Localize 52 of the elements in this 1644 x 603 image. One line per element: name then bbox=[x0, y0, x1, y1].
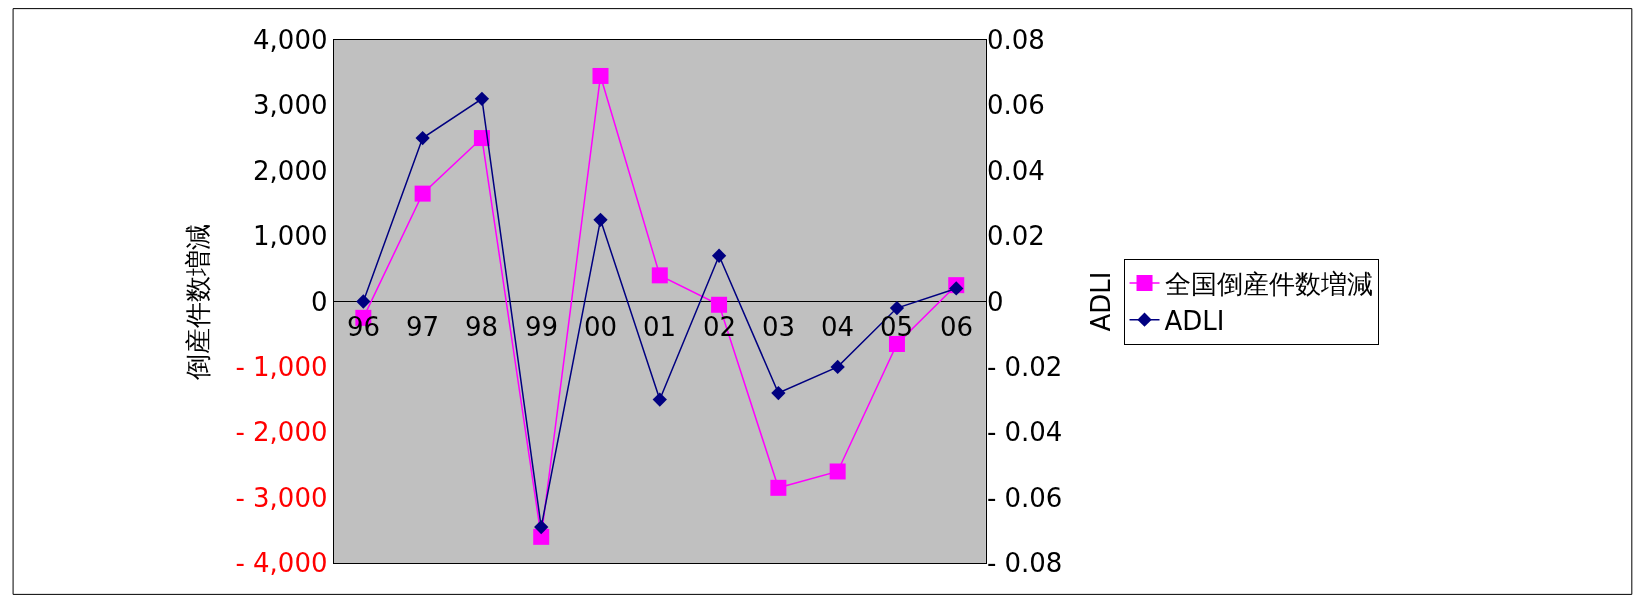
legend-label: ADLI bbox=[1164, 305, 1225, 336]
y-tick-label: - 4,000 bbox=[235, 548, 328, 579]
y2-tick-label: 0 bbox=[986, 286, 1004, 317]
y-tick-label: - 3,000 bbox=[235, 482, 328, 513]
point bbox=[888, 335, 905, 352]
point bbox=[830, 359, 845, 375]
y2-tick-label: - 0.08 bbox=[986, 548, 1063, 579]
x-tick-label: 05 bbox=[880, 312, 914, 342]
point bbox=[829, 463, 846, 480]
point bbox=[593, 212, 608, 227]
point bbox=[473, 130, 490, 147]
y-tick-label: - 1,000 bbox=[235, 351, 328, 382]
y-axis-title: 倒産件数増減 bbox=[182, 223, 213, 380]
point bbox=[711, 248, 727, 263]
y-tick-label: 0 bbox=[310, 286, 328, 317]
point bbox=[889, 300, 905, 316]
x-tick-label: 98 bbox=[465, 312, 499, 342]
y2-tick-label: - 0.06 bbox=[986, 482, 1063, 513]
x-tick-label: 97 bbox=[406, 312, 440, 342]
point bbox=[949, 281, 964, 296]
x-tick-label: 96 bbox=[347, 312, 381, 342]
y-tick-label: 1,000 bbox=[253, 221, 328, 252]
point bbox=[533, 528, 550, 545]
y2-tick-label: 0.08 bbox=[986, 25, 1045, 56]
x-tick-label: 04 bbox=[821, 312, 855, 342]
point bbox=[534, 519, 549, 535]
point bbox=[356, 294, 371, 309]
y2-tick-label: - 0.04 bbox=[986, 417, 1063, 448]
legend-label: 全国倒産件数増減 bbox=[1164, 269, 1373, 300]
point bbox=[592, 67, 609, 84]
y-tick-label: 2,000 bbox=[253, 155, 328, 186]
point bbox=[771, 385, 786, 401]
y-tick-label: 4,000 bbox=[253, 25, 328, 56]
y2-tick-label: 0.02 bbox=[986, 221, 1045, 252]
y2-tick-label: - 0.02 bbox=[986, 351, 1063, 382]
point bbox=[652, 392, 667, 407]
x-tick-label: 03 bbox=[762, 312, 796, 342]
x-tick-label: 99 bbox=[525, 312, 559, 342]
y2-tick-label: 0.06 bbox=[986, 90, 1045, 121]
point bbox=[415, 130, 430, 146]
y-tick-label: 3,000 bbox=[253, 90, 328, 121]
x-tick-label: 06 bbox=[940, 312, 974, 342]
point bbox=[711, 296, 728, 313]
y2-tick-label: 0.04 bbox=[986, 155, 1045, 186]
point bbox=[414, 185, 431, 202]
x-tick-label: 00 bbox=[584, 312, 618, 342]
point bbox=[651, 267, 668, 284]
point bbox=[474, 91, 490, 106]
y-tick-label: - 2,000 bbox=[235, 417, 328, 448]
y2-axis-title: ADLI bbox=[1086, 271, 1117, 332]
point bbox=[770, 479, 787, 496]
x-tick-label: 01 bbox=[643, 312, 677, 342]
